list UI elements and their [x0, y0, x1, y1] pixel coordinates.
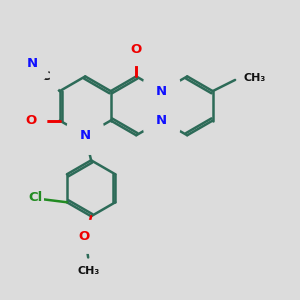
Text: N: N [156, 85, 167, 98]
Text: N: N [156, 114, 167, 127]
Text: O: O [26, 114, 37, 127]
Text: C: C [40, 70, 50, 83]
Text: N: N [80, 129, 91, 142]
Text: CH₃: CH₃ [243, 74, 266, 83]
Text: Cl: Cl [28, 191, 42, 204]
Text: CH₃: CH₃ [77, 266, 99, 276]
Text: N: N [27, 57, 38, 70]
Text: O: O [130, 43, 142, 56]
Text: O: O [78, 230, 89, 243]
